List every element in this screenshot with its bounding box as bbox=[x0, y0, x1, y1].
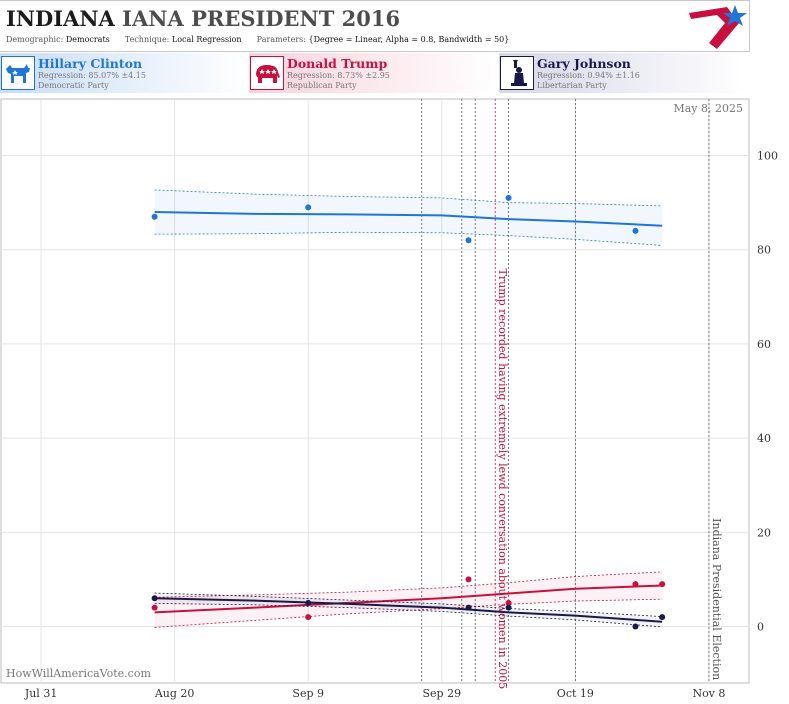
y-tick-label: 60 bbox=[757, 338, 771, 351]
event-label: Indiana Presidential Election bbox=[710, 518, 723, 680]
candidate-regression: Regression: 0.94% ±1.16 bbox=[537, 71, 640, 80]
poll-point bbox=[465, 576, 472, 583]
poll-point bbox=[151, 595, 158, 602]
candidate-card-clinton: Hillary Clinton Regression: 85.07% ±4.15… bbox=[0, 53, 248, 93]
band-lower bbox=[154, 603, 663, 628]
candidate-name: Gary Johnson bbox=[537, 56, 631, 71]
band-upper bbox=[154, 592, 663, 617]
poll-point bbox=[465, 604, 472, 611]
x-tick-label: Jul 31 bbox=[24, 687, 58, 700]
x-tick-label: Sep 29 bbox=[422, 687, 461, 700]
poll-chart: 0 20 40 60 80 100 Jul 31 Aug 20 Sep 9 Sep 29 Oct 1… bbox=[0, 98, 778, 700]
candidate-name: Donald Trump bbox=[287, 56, 388, 71]
y-tick-label: 100 bbox=[757, 150, 778, 163]
plot-frame bbox=[0, 98, 750, 684]
y-tick-label: 40 bbox=[757, 432, 771, 445]
y-tick-label: 20 bbox=[757, 526, 771, 539]
statue-of-liberty-icon bbox=[500, 56, 534, 90]
date-label: May 8, 2025 bbox=[673, 102, 743, 115]
y-tick-label: 0 bbox=[757, 620, 764, 633]
trend-line bbox=[154, 211, 663, 227]
demographic-value: Democrats bbox=[65, 35, 110, 44]
poll-point bbox=[659, 581, 666, 588]
x-tick-label: Sep 9 bbox=[292, 687, 324, 700]
poll-point bbox=[305, 599, 312, 606]
poll-point bbox=[632, 623, 639, 630]
candidate-regression: Regression: 8.73% ±2.95 bbox=[287, 71, 390, 80]
parameters-label: Parameters: bbox=[256, 35, 306, 44]
confidence-band bbox=[154, 189, 663, 246]
title-race: IANA PRESIDENT 2016 bbox=[122, 6, 401, 31]
technique-value: Local Regression bbox=[171, 35, 242, 44]
candidate-name: Hillary Clinton bbox=[38, 56, 143, 71]
poll-point bbox=[505, 599, 512, 606]
band-lower bbox=[154, 231, 663, 246]
trend-line bbox=[154, 584, 663, 614]
x-tick-label: Nov 8 bbox=[692, 687, 725, 700]
x-tick-label: Aug 20 bbox=[154, 687, 195, 700]
technique-label: Technique: bbox=[124, 35, 170, 44]
poll-point bbox=[465, 237, 472, 244]
elephant-icon bbox=[250, 56, 284, 90]
title-header: INDIANA IANA PRESIDENT 2016 Demographic:… bbox=[0, 0, 750, 52]
poll-point bbox=[632, 227, 639, 234]
band-upper bbox=[154, 189, 663, 207]
x-tick-label: Oct 19 bbox=[557, 687, 594, 700]
title-state: INDIANA bbox=[6, 6, 115, 31]
donkey-icon bbox=[1, 56, 35, 90]
watermark: HowWillAmericaVote.com bbox=[6, 667, 151, 680]
event-label: Trump recorded having extremely lewd con… bbox=[496, 269, 509, 690]
demographic-label: Demographic: bbox=[6, 35, 64, 44]
poll-point bbox=[632, 581, 639, 588]
parameters-value: {Degree = Linear, Alpha = 0.8, Bandwidth… bbox=[308, 35, 510, 44]
poll-point bbox=[305, 204, 312, 211]
candidate-regression: Regression: 85.07% ±4.15 bbox=[38, 71, 146, 80]
band-upper bbox=[154, 571, 663, 598]
poll-point bbox=[505, 194, 512, 201]
candidate-card-trump: Donald Trump Regression: 8.73% ±2.95 Rep… bbox=[249, 53, 497, 93]
poll-point bbox=[659, 614, 666, 621]
poll-point bbox=[305, 614, 312, 621]
candidate-card-johnson: Gary Johnson Regression: 0.94% ±1.16 Lib… bbox=[499, 53, 747, 93]
poll-point bbox=[505, 604, 512, 611]
star-logo-icon bbox=[689, 5, 747, 49]
y-tick-label: 80 bbox=[757, 244, 771, 257]
trend-line bbox=[154, 597, 663, 623]
band-lower bbox=[154, 598, 663, 628]
candidate-party: Republican Party bbox=[287, 81, 357, 90]
candidate-party: Libertarian Party bbox=[537, 81, 607, 90]
candidate-party: Democratic Party bbox=[38, 81, 109, 90]
poll-point bbox=[151, 213, 158, 220]
page-title: INDIANA IANA PRESIDENT 2016 bbox=[6, 6, 400, 31]
poll-point bbox=[151, 604, 158, 611]
parameters-line: Demographic: Democrats Technique: Local … bbox=[6, 35, 509, 44]
